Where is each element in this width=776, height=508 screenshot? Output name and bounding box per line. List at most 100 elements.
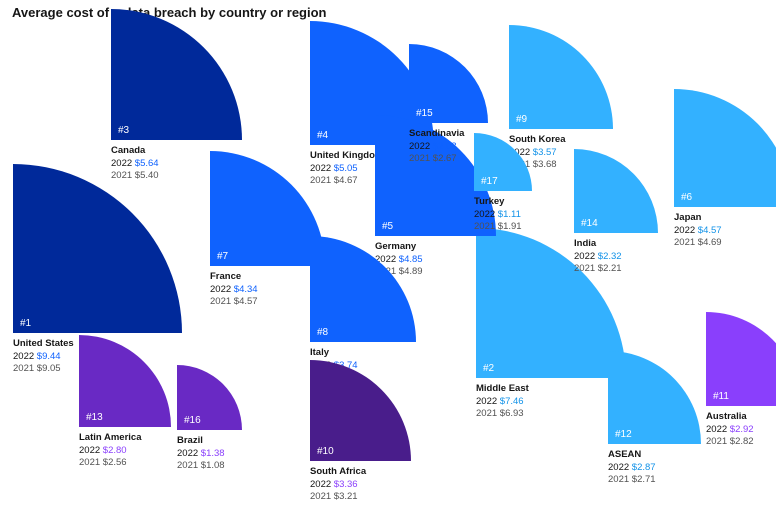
year-2022-label: 2022 xyxy=(310,162,332,174)
year-2021-label: 2021 xyxy=(13,363,35,374)
quarter-circle-mark xyxy=(310,236,416,342)
data-item-middle-east: #2 xyxy=(476,228,626,378)
data-label-india: India 2022 $2.32 2021 $2.21 xyxy=(574,238,622,276)
data-item-italy: #8 xyxy=(310,236,416,342)
data-item-south-korea: #9 xyxy=(509,25,613,129)
quarter-circle-mark xyxy=(574,149,658,233)
region-name: Latin America xyxy=(79,432,142,443)
quarter-circle-mark xyxy=(79,335,171,427)
data-label-japan: Japan 2022 $4.57 2021 $4.69 xyxy=(674,212,722,250)
data-item-germany: #5 xyxy=(375,115,496,236)
value-2022: $4.57 xyxy=(697,224,722,236)
value-2021: $4.57 xyxy=(233,296,258,307)
data-label-united-states: United States 2022 $9.44 2021 $9.05 xyxy=(13,338,74,376)
year-2021-label: 2021 xyxy=(177,460,199,471)
rank-label: #10 xyxy=(317,446,334,457)
bar-mark-france xyxy=(210,151,325,266)
quarter-circle-mark xyxy=(674,89,776,207)
region-name: Brazil xyxy=(177,435,203,446)
rank-label: #4 xyxy=(317,130,329,141)
value-2021: $3.21 xyxy=(333,491,358,502)
value-2021: $4.67 xyxy=(333,175,358,186)
rank-label: #7 xyxy=(217,251,229,262)
rank-label: #8 xyxy=(317,327,329,338)
year-2021-label: 2021 xyxy=(111,170,133,181)
data-label-brazil: Brazil 2022 $1.38 2021 $1.08 xyxy=(177,435,225,473)
rank-label: #9 xyxy=(516,114,528,125)
quarter-circle-mark xyxy=(210,151,325,266)
rank-label: #3 xyxy=(118,125,130,136)
value-2021: $6.93 xyxy=(499,408,524,419)
data-label-france: France 2022 $4.34 2021 $4.57 xyxy=(210,271,258,309)
region-name: ASEAN xyxy=(608,449,642,460)
value-2022: $2.32 xyxy=(597,250,622,262)
bar-mark-japan xyxy=(674,89,776,207)
quarter-circle-mark xyxy=(706,312,776,406)
data-item-brazil: #16 xyxy=(177,365,242,430)
value-2022: $4.34 xyxy=(233,283,258,295)
bar-mark-asean xyxy=(608,351,701,444)
region-name: Italy xyxy=(310,347,330,358)
region-name: France xyxy=(210,271,242,282)
year-2021-label: 2021 xyxy=(674,237,696,248)
quarter-circle-mark xyxy=(310,21,434,145)
value-2021: $4.69 xyxy=(697,237,722,248)
year-2022-label: 2022 xyxy=(13,350,35,362)
chart-title: Average cost of a data breach by country… xyxy=(12,5,327,20)
bar-mark-south-korea xyxy=(509,25,613,129)
data-item-south-africa: #10 xyxy=(310,360,411,461)
rank-label: #5 xyxy=(382,221,394,232)
year-2022-label: 2022 xyxy=(706,423,728,435)
data-item-india: #14 xyxy=(574,149,658,233)
bar-mark-germany xyxy=(375,115,496,236)
year-2021-label: 2021 xyxy=(79,457,101,468)
data-label-middle-east: Middle East 2022 $7.46 2021 $6.93 xyxy=(476,383,529,421)
data-label-asean: ASEAN 2022 $2.87 2021 $2.71 xyxy=(608,449,656,487)
year-2021-label: 2021 xyxy=(210,296,232,307)
year-2022-label: 2022 xyxy=(409,140,431,152)
quarter-circle-mark xyxy=(476,228,626,378)
value-2022: $9.44 xyxy=(36,350,61,362)
data-item-france: #7 xyxy=(210,151,325,266)
year-2022-label: 2022 xyxy=(79,444,101,456)
data-label-scandinavia: Scandinavia 2022 $2.08 2021 $2.67 xyxy=(409,128,464,166)
data-item-australia: #11 xyxy=(706,312,776,406)
quarter-circle-mark xyxy=(509,25,613,129)
year-2022-label: 2022 xyxy=(111,157,133,169)
value-2022: $2.87 xyxy=(631,461,656,473)
year-2021-label: 2021 xyxy=(409,153,431,164)
value-2022: $2.92 xyxy=(729,423,754,435)
region-name: South Korea xyxy=(509,134,566,145)
year-2022-label: 2022 xyxy=(310,478,332,490)
region-name: South Africa xyxy=(310,466,367,477)
region-name: United States xyxy=(13,338,74,349)
rank-label: #12 xyxy=(615,429,632,440)
bar-mark-south-africa xyxy=(310,360,411,461)
quarter-circle-mark xyxy=(375,115,496,236)
value-2021: $1.08 xyxy=(200,460,225,471)
value-2021: $4.89 xyxy=(398,266,423,277)
quarter-circle-mark xyxy=(111,9,242,140)
rank-label: #2 xyxy=(483,363,495,374)
value-2022: $4.85 xyxy=(398,253,423,265)
data-item-japan: #6 xyxy=(674,89,776,207)
value-2021: $2.67 xyxy=(432,153,457,164)
value-2021: $3.68 xyxy=(532,159,557,170)
quarter-circle-mark xyxy=(608,351,701,444)
bar-mark-turkey xyxy=(474,133,532,191)
quarter-circle-mark xyxy=(409,44,488,123)
region-name: Middle East xyxy=(476,383,529,394)
value-2022: $2.08 xyxy=(432,140,457,152)
quarter-circle-mark xyxy=(13,164,182,333)
value-2022: $5.64 xyxy=(134,157,159,169)
bar-mark-middle-east xyxy=(476,228,626,378)
data-label-turkey: Turkey 2022 $1.11 2021 $1.91 xyxy=(474,196,522,234)
year-2022-label: 2022 xyxy=(509,146,531,158)
quarter-circle-mark xyxy=(310,360,411,461)
region-name: United Kingdom xyxy=(310,150,384,161)
rank-label: #13 xyxy=(86,412,103,423)
region-name: Scandinavia xyxy=(409,128,465,139)
data-item-scandinavia: #15 xyxy=(409,44,488,123)
year-2021-label: 2021 xyxy=(574,263,596,274)
year-2022-label: 2022 xyxy=(674,224,696,236)
